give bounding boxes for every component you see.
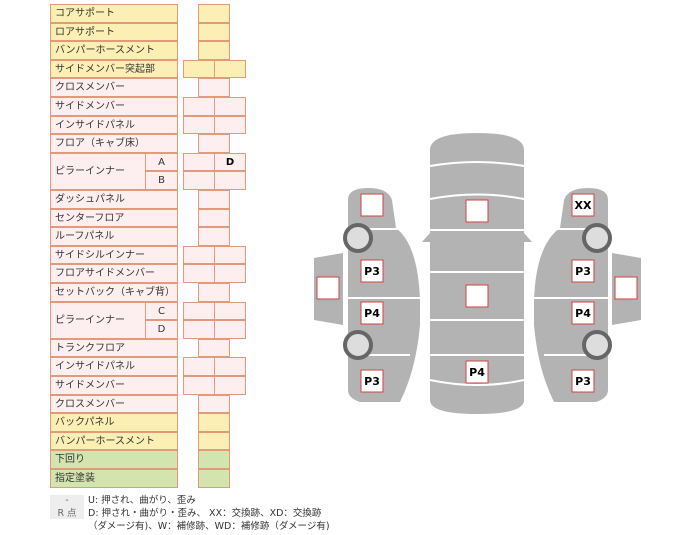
- row-label: 指定塗装: [50, 469, 178, 488]
- row-label: ルーフパネル: [50, 227, 178, 246]
- sub-label: B: [145, 171, 178, 190]
- row-label: ピラーインナー: [50, 152, 146, 190]
- grade-cell: [214, 171, 246, 190]
- grade-cell: [198, 22, 230, 42]
- row-label: バンパーホースメント: [50, 41, 178, 60]
- row-label: ピラーインナー: [50, 301, 146, 339]
- legend-text: （ダメージ有)、W：補修跡、WD：補修跡（ダメージ有): [88, 521, 330, 532]
- center-hood-arrow-right: [524, 233, 532, 242]
- damage-mark-box: [360, 369, 384, 393]
- grade-cell: [198, 469, 230, 488]
- sub-label: C: [145, 301, 178, 321]
- damage-mark-text: P3: [575, 265, 591, 278]
- damage-mark-text: P4: [364, 307, 380, 320]
- wheel-icon: [343, 330, 373, 360]
- grade-cell: [198, 450, 230, 469]
- damage-mark-box: [465, 284, 489, 308]
- grade-cell: [214, 264, 246, 283]
- row-label: セットバック（キャブ背）: [50, 283, 178, 302]
- sub-label: D: [145, 320, 178, 339]
- row-label: センターフロア: [50, 208, 178, 228]
- row-label: インサイドパネル: [50, 115, 178, 135]
- grade-cell: [198, 413, 230, 432]
- right-side-body: [534, 188, 608, 402]
- legend-item: （ダメージ有)、W：補修跡、WD：補修跡（ダメージ有): [50, 518, 330, 532]
- grade-cell: [198, 190, 230, 209]
- damage-mark-box: [571, 369, 595, 393]
- damage-mark-box: [571, 193, 595, 217]
- row-label: インサイドパネル: [50, 357, 178, 376]
- damage-mark-box: [360, 301, 384, 325]
- row-pillar-inner: ピラーインナー A B: [50, 152, 178, 190]
- grade-cell: [214, 301, 246, 321]
- damage-mark-box: [360, 259, 384, 283]
- grade-cell: [198, 338, 230, 358]
- damage-mark-text: P3: [575, 375, 591, 388]
- wheel-icon: [582, 223, 612, 253]
- row-label: トランクフロア: [50, 338, 178, 358]
- grade-cell: [214, 59, 246, 79]
- damage-mark-text: P3: [364, 265, 380, 278]
- grade-cell: [214, 376, 246, 395]
- damage-mark-text: XX: [575, 199, 592, 212]
- row-label: バックパネル: [50, 413, 178, 432]
- grade-cell: [198, 283, 230, 302]
- damage-mark-box: [465, 199, 489, 223]
- damage-mark-text: P4: [469, 366, 485, 379]
- wheel-icon: [582, 330, 612, 360]
- row-pillar-inner: ピラーインナー C D: [50, 301, 178, 339]
- row-label: コアサポート: [50, 4, 178, 23]
- row-label: サイドシルインナー: [50, 245, 178, 265]
- row-label: ロアサポート: [50, 22, 178, 42]
- grade-cell: [198, 208, 230, 228]
- wheel-icon: [343, 223, 373, 253]
- row-label: フロア（キャブ床）: [50, 134, 178, 153]
- legend-text: D: 押され・曲がり・歪み、 XX：交換跡、XD：交換跡: [88, 508, 322, 519]
- grade-cell: [214, 245, 246, 265]
- sub-label: A: [145, 152, 178, 172]
- damage-mark-box: [614, 276, 638, 300]
- row-label: 下回り: [50, 450, 178, 469]
- legend-text: U: 押され、曲がり、歪み: [88, 495, 196, 506]
- grade-cell: [198, 431, 230, 451]
- grade-cell: D: [214, 152, 246, 172]
- row-label: バンパーホースメント: [50, 431, 178, 451]
- damage-mark-text: P4: [575, 307, 591, 320]
- legend-item: R 点 D: 押され・曲がり・歪み、 XX：交換跡、XD：交換跡: [50, 505, 321, 519]
- row-label: フロアサイドメンバー: [50, 264, 178, 283]
- legend-key: R 点: [50, 505, 84, 519]
- grade-cell: [198, 78, 230, 97]
- legend-key: -: [50, 495, 84, 506]
- grade-cell: [198, 41, 230, 60]
- grade-cell: [198, 394, 230, 414]
- grade-cell: [198, 4, 230, 23]
- center-body: [430, 133, 524, 414]
- damage-mark-box: [465, 360, 489, 384]
- grade-cell: [198, 227, 230, 246]
- damage-mark-text: P3: [364, 375, 380, 388]
- row-label: クロスメンバー: [50, 78, 178, 97]
- grade-cell: [214, 357, 246, 376]
- left-side-body: [348, 188, 420, 402]
- row-label: サイドメンバー: [50, 97, 178, 116]
- damage-mark-box: [360, 193, 384, 217]
- row-label: クロスメンバー: [50, 394, 178, 414]
- row-label: ダッシュパネル: [50, 190, 178, 209]
- row-label: サイドメンバー: [50, 376, 178, 395]
- damage-mark-box: [316, 276, 340, 300]
- legend-item: - U: 押され、曲がり、歪み: [50, 492, 196, 506]
- grade-cell: [198, 134, 230, 153]
- grade-cell: [214, 115, 246, 135]
- row-label: サイドメンバー突起部: [50, 59, 178, 79]
- damage-mark-box: [571, 301, 595, 325]
- center-hood-arrow-left: [422, 233, 430, 242]
- grade-cell: [214, 320, 246, 339]
- damage-mark-box: [571, 259, 595, 283]
- grade-cell: [214, 97, 246, 116]
